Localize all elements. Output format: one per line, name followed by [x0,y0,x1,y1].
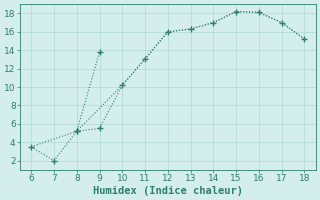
X-axis label: Humidex (Indice chaleur): Humidex (Indice chaleur) [93,186,243,196]
